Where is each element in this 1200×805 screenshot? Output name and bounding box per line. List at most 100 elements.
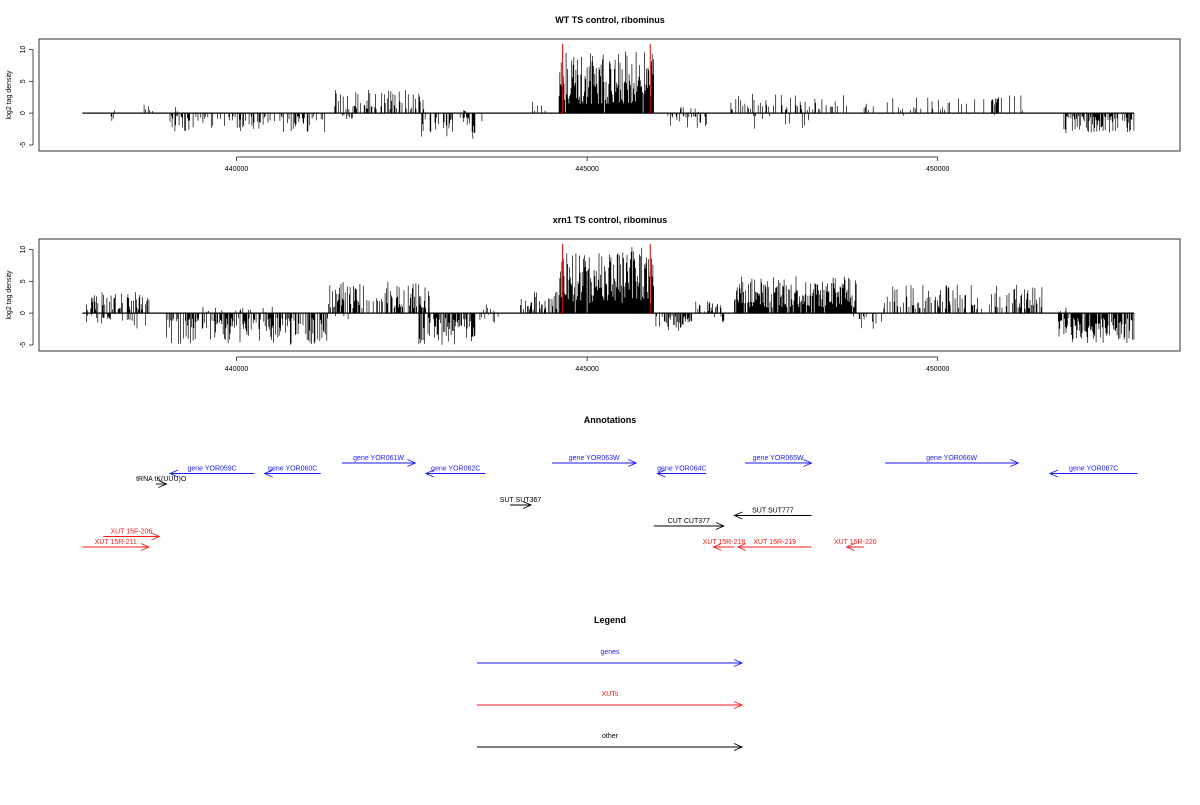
feature-arrow: gene YOR062C	[424, 466, 486, 478]
feature-arrow: SUT SUT367	[500, 497, 542, 509]
y-tick-10: 10	[20, 246, 33, 254]
y-tick-label: 0	[20, 311, 27, 315]
y-tick-label: 0	[20, 111, 27, 115]
legend-item: XUTs	[477, 691, 744, 709]
feature-arrow: tRNA tK(UUU)O	[136, 476, 187, 488]
feature-arrow: XUT 15R-211	[82, 539, 151, 551]
y-tick-5: 5	[20, 79, 33, 83]
x-tick-label: 440000	[225, 166, 248, 173]
density-bar-group	[734, 276, 857, 314]
y-axis-xrn1: 10 5 0 -5	[20, 246, 34, 348]
density-bar-group	[335, 313, 349, 320]
x-tick-label: 445000	[575, 366, 598, 373]
feature-label: gene YOR059C	[187, 466, 236, 473]
x-axis-xrn1: 440000 445000 450000	[225, 356, 949, 373]
legend-item: other	[477, 733, 744, 751]
x-tick-440000: 440000	[225, 157, 248, 173]
y-axis-label-xrn1: log2 tag density	[6, 270, 13, 320]
density-bars-xrn1	[82, 243, 1135, 345]
legend-panel: Legend genes XUTs other	[477, 615, 744, 751]
density-bar-group	[559, 247, 654, 314]
density-bar-group	[1063, 113, 1135, 134]
density-bar-group	[558, 51, 654, 114]
feature-arrow: gene YOR066W	[885, 455, 1020, 467]
x-tick-450000: 450000	[926, 357, 949, 373]
density-bar-group	[110, 113, 114, 121]
track-panel-xrn1: xrn1 TS control, ribominus log2 tag dens…	[6, 215, 1181, 373]
feature-label: gene YOR065W	[753, 455, 804, 462]
feature-label: gene YOR062C	[431, 466, 480, 473]
feature-arrow: gene YOR061W	[341, 455, 417, 467]
density-bar-group	[883, 284, 1043, 314]
feature-label: XUT 15F-206	[110, 529, 152, 536]
x-tick-450000: 450000	[926, 157, 949, 173]
x-tick-label: 445000	[575, 166, 598, 173]
feature-arrow: XUT 15R-219	[736, 539, 812, 551]
x-tick-440000: 440000	[225, 357, 248, 373]
legend-title: Legend	[594, 615, 626, 625]
density-bar-group	[202, 306, 273, 314]
panel-title-xrn1: xrn1 TS control, ribominus	[553, 215, 668, 225]
feature-arrow: gene YOR065W	[744, 455, 813, 467]
density-bar-group	[166, 313, 328, 345]
plot-frame-wt	[38, 38, 1181, 152]
density-bar-group	[667, 113, 707, 128]
density-bar-group	[655, 313, 692, 331]
density-bar-group	[334, 89, 425, 114]
density-bar-group	[328, 281, 430, 314]
y-tick-label: 10	[20, 246, 27, 254]
x-tick-445000: 445000	[575, 157, 599, 173]
density-bar-group	[143, 104, 153, 114]
plot-frame-xrn1	[38, 238, 1181, 352]
density-bar-group	[421, 113, 483, 139]
y-tick-label: -5	[20, 342, 27, 348]
density-bar-group	[1057, 313, 1135, 343]
feature-label: XUT 15R-218	[703, 539, 746, 546]
feature-arrow: CUT CUT377	[653, 518, 725, 530]
feature-label: SUT SUT367	[500, 497, 542, 504]
feature-arrow: SUT SUT777	[733, 508, 812, 520]
feature-label: XUT 15R-220	[834, 539, 877, 546]
y-tick-label: 10	[20, 46, 27, 54]
density-bar-group	[86, 292, 150, 314]
y-tick-label: 5	[20, 79, 27, 83]
density-bar-group	[695, 301, 722, 314]
density-bar-group	[532, 101, 546, 114]
feature-label: XUT 15R-219	[753, 539, 796, 546]
feature-arrows: gene YOR059C gene YOR060C gene YOR061W gene…	[82, 455, 1138, 551]
density-bar-group	[680, 106, 699, 114]
annotations-title: Annotations	[584, 415, 637, 425]
feature-arrow: gene YOR067C	[1048, 466, 1138, 478]
density-bar-group	[714, 313, 725, 323]
x-axis-wt: 440000 445000 450000	[225, 156, 949, 173]
y-axis-wt: 10 5 0 -5	[20, 46, 34, 148]
y-tick-label: 5	[20, 279, 27, 283]
legend-label: XUTs	[602, 691, 619, 698]
density-bar-group	[175, 107, 179, 114]
y-tick-10: 10	[20, 46, 33, 54]
density-bar-group	[853, 313, 882, 329]
y-tick-neg5: -5	[20, 142, 33, 148]
legend-item: genes	[477, 649, 744, 667]
feature-label: gene YOR063W	[569, 455, 620, 462]
feature-label: XUT 15R-211	[95, 539, 137, 546]
feature-arrow: XUT 15F-206	[103, 529, 161, 541]
feature-label: CUT CUT377	[668, 518, 710, 525]
feature-label: SUT SUT777	[752, 508, 794, 515]
x-tick-445000: 445000	[575, 357, 599, 373]
feature-arrow: gene YOR063W	[552, 455, 638, 467]
density-bar-group	[479, 313, 499, 323]
density-bar-group	[169, 113, 326, 133]
density-bar-group	[863, 95, 1023, 114]
feature-label: gene YOR061W	[353, 455, 404, 462]
y-tick-label: -5	[20, 142, 27, 148]
density-bar-group	[752, 113, 809, 129]
feature-label: gene YOR066W	[926, 455, 977, 462]
feature-arrow: gene YOR059C	[168, 466, 255, 478]
feature-arrow: XUT 15R-220	[834, 539, 877, 551]
annotations-panel: Annotations gene YOR059C gene YOR060Cgene…	[82, 415, 1138, 551]
feature-label: gene YOR060C	[268, 466, 317, 473]
density-bar-group	[730, 93, 847, 114]
feature-arrow: gene YOR060C	[263, 466, 321, 478]
